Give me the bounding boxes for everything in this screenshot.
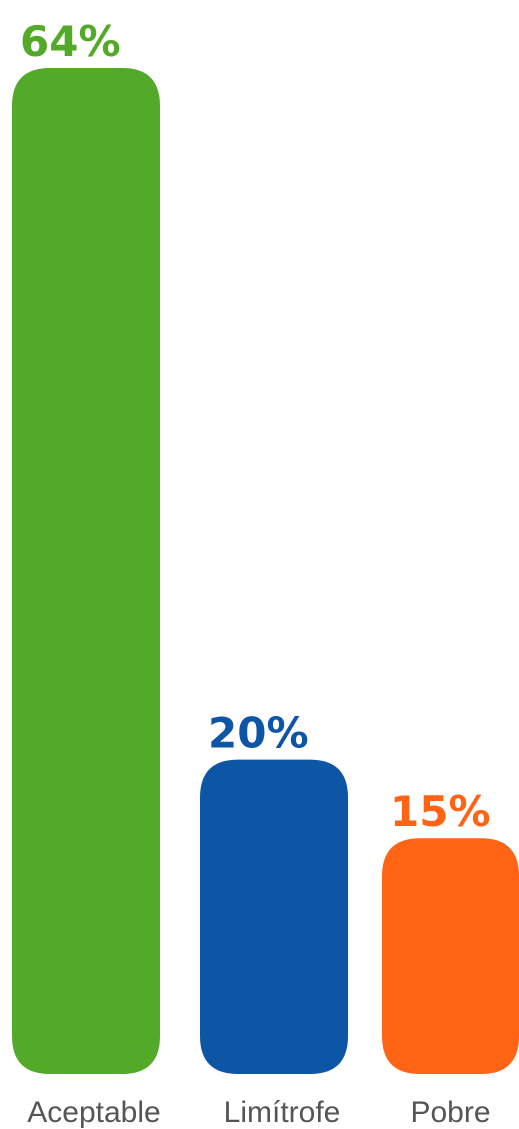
bar-aceptable [12, 68, 160, 1074]
category-label-aceptable: Aceptable [27, 1096, 160, 1129]
category-labels-group: Aceptable Limítrofe Pobre [27, 1096, 490, 1129]
bars-group [12, 68, 519, 1074]
value-label-pobre: 15% [390, 787, 491, 836]
category-label-limitrofe: Limítrofe [224, 1096, 341, 1129]
value-label-aceptable: 64% [20, 17, 121, 66]
value-labels-group: 64% 20% 15% [20, 17, 491, 836]
bar-pobre [382, 838, 519, 1074]
bar-limitrofe [200, 759, 348, 1074]
value-label-limitrofe: 20% [208, 709, 309, 758]
category-label-pobre: Pobre [410, 1096, 490, 1129]
